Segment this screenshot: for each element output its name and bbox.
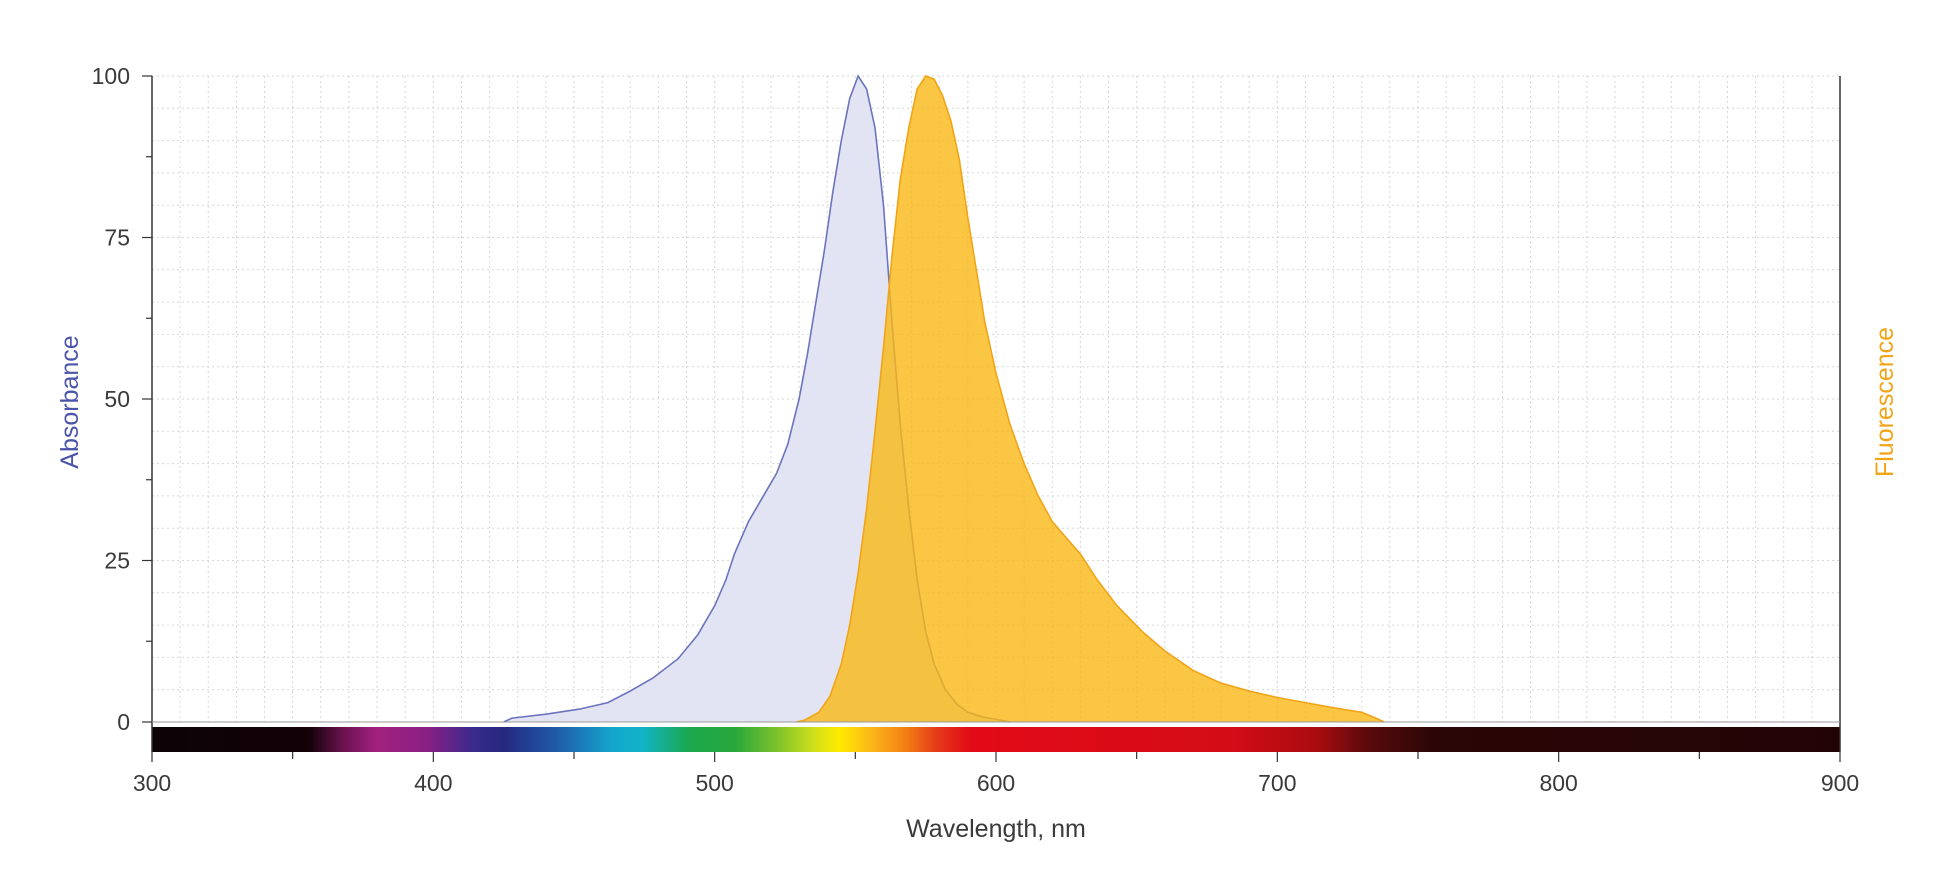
x-tick-label: 700	[1258, 770, 1296, 796]
y-axis-title-left: Absorbance	[56, 335, 84, 468]
x-tick-label: 600	[977, 770, 1015, 796]
y-tick-label: 50	[104, 386, 130, 412]
y-axis-title-right: Fluorescence	[1871, 327, 1899, 477]
x-tick-label: 400	[414, 770, 452, 796]
x-tick-label: 800	[1539, 770, 1577, 796]
x-tick-label: 500	[695, 770, 733, 796]
y-tick-label: 25	[104, 548, 130, 574]
tick-labels: 0 25 50 75 100 300 400 500 600 700 800 900	[92, 63, 1860, 796]
x-tick-label: 900	[1821, 770, 1859, 796]
y-tick-label: 75	[104, 225, 130, 251]
fluorescence-area	[796, 76, 1385, 722]
x-tick-label: 300	[133, 770, 171, 796]
y-tick-label: 0	[117, 709, 130, 735]
spectrum-color-bar	[152, 727, 1840, 752]
axes	[142, 75, 1841, 762]
grid	[152, 75, 1840, 722]
x-axis-title: Wavelength, nm	[906, 815, 1086, 843]
y-tick-label: 100	[92, 63, 130, 89]
series-layer	[503, 74, 1385, 723]
fluorescence-line	[796, 75, 1385, 723]
